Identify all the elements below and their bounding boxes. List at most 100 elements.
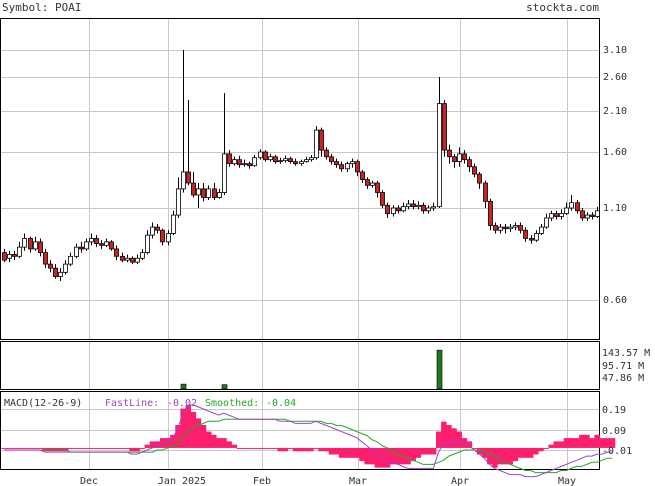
candle-body: [222, 153, 227, 193]
candle-body: [477, 173, 482, 184]
macd-smoothed-value: -0.04: [266, 398, 296, 409]
candle-body: [472, 166, 477, 175]
candle-body: [457, 153, 462, 163]
candle-body: [201, 188, 206, 198]
candle-body: [288, 158, 293, 163]
macd-lines: [4, 404, 613, 478]
volume-bar: [436, 349, 443, 390]
macd-hist-bar: [144, 444, 151, 448]
macd-hist-bar: [323, 447, 330, 452]
candle-body: [365, 179, 370, 186]
macd-hist-bar: [6, 447, 13, 449]
candle-body: [447, 149, 452, 158]
candle-body: [17, 246, 22, 257]
candle-body: [74, 246, 79, 257]
volume-bar: [180, 383, 187, 390]
x-tick-label: Jan 2025: [158, 476, 206, 486]
macd-hist-bar: [604, 438, 611, 448]
candle-body: [120, 255, 125, 261]
price-panel: [0, 18, 600, 340]
macd-hist-bar: [415, 447, 422, 458]
macd-hist-bar: [579, 434, 585, 448]
candle-body: [171, 214, 176, 234]
macd-hist-bar: [487, 447, 493, 465]
macd-hist-bar: [497, 447, 503, 465]
macd-hist-bar: [267, 447, 273, 449]
candle-body: [84, 241, 89, 250]
candle-body: [109, 241, 114, 250]
macd-hist-bar: [522, 447, 529, 458]
macd-hist-bar: [512, 447, 519, 462]
macd-hist-bar: [236, 447, 243, 449]
candle-body: [523, 229, 528, 239]
candle-body: [191, 182, 196, 196]
candle-body: [38, 241, 43, 253]
candle-body: [437, 103, 442, 208]
candles: [2, 50, 600, 282]
macd-hist-bar: [369, 447, 376, 465]
macd-hist-bar: [205, 431, 212, 448]
candle-body: [564, 207, 569, 215]
macd-hist-bar: [88, 447, 94, 449]
candle-body: [406, 203, 411, 208]
macd-hist-bar: [165, 438, 171, 448]
candle-body: [99, 243, 104, 246]
macd-hist-bar: [466, 441, 473, 448]
macd-fastline-line: [4, 404, 613, 478]
macd-hist-bar: [297, 447, 304, 452]
candle-body: [304, 159, 309, 163]
macd-tick-label: 0.19: [602, 405, 626, 416]
candle-body: [554, 213, 559, 217]
macd-hist-bar: [533, 447, 539, 455]
candle-body: [160, 229, 165, 243]
candle-body: [575, 202, 580, 212]
candle-body: [559, 213, 564, 217]
candle-body: [462, 153, 467, 161]
candle-body: [48, 263, 53, 269]
candle-body: [94, 238, 99, 245]
candle-body: [212, 188, 217, 198]
x-tick-label: Mar: [349, 476, 367, 486]
macd-hist-bar: [103, 447, 110, 449]
candle-body: [319, 129, 324, 151]
macd-hist-bar: [246, 447, 253, 449]
macd-hist-bar: [277, 447, 284, 452]
macd-hist-bar: [93, 447, 99, 449]
macd-hist-bar: [395, 447, 401, 465]
macd-hist-bar: [374, 447, 381, 468]
candle-body: [145, 234, 150, 253]
macd-hist-bar: [1, 447, 7, 449]
macd-hist-bar: [83, 447, 89, 449]
macd-hist-bar: [609, 438, 616, 448]
macd-hist-bar: [568, 438, 575, 448]
candle-body: [89, 238, 94, 243]
candle-body: [544, 217, 549, 228]
candle-body: [503, 226, 508, 230]
candle-body: [293, 161, 298, 165]
candle-body: [135, 257, 140, 263]
macd-hist-bar: [594, 434, 600, 448]
candle-body: [68, 255, 73, 265]
candle-body: [227, 153, 232, 165]
macd-hist-bar: [507, 447, 514, 465]
candle-body: [488, 200, 493, 226]
candle-body: [2, 252, 7, 261]
macd-hist-bar: [67, 447, 74, 449]
candle-body: [452, 156, 457, 163]
candle-body: [237, 159, 242, 166]
candle-body: [569, 202, 574, 209]
candle-body: [529, 238, 534, 241]
macd-hist-bar: [481, 447, 488, 458]
candle-body: [350, 161, 355, 165]
macd-hist-bar: [113, 447, 120, 449]
macd-hist-bar: [73, 447, 79, 449]
x-tick-label: Apr: [451, 476, 469, 486]
candle-body: [467, 159, 472, 168]
price-tick-label: 2.10: [603, 106, 627, 117]
macd-hist-bar: [78, 447, 84, 449]
macd-hist-bar: [98, 447, 105, 449]
macd-label: MACD(12-26-9): [4, 398, 82, 409]
macd-hist-bar: [599, 438, 606, 448]
macd-hist-bar: [389, 447, 396, 465]
candle-body: [258, 151, 263, 159]
